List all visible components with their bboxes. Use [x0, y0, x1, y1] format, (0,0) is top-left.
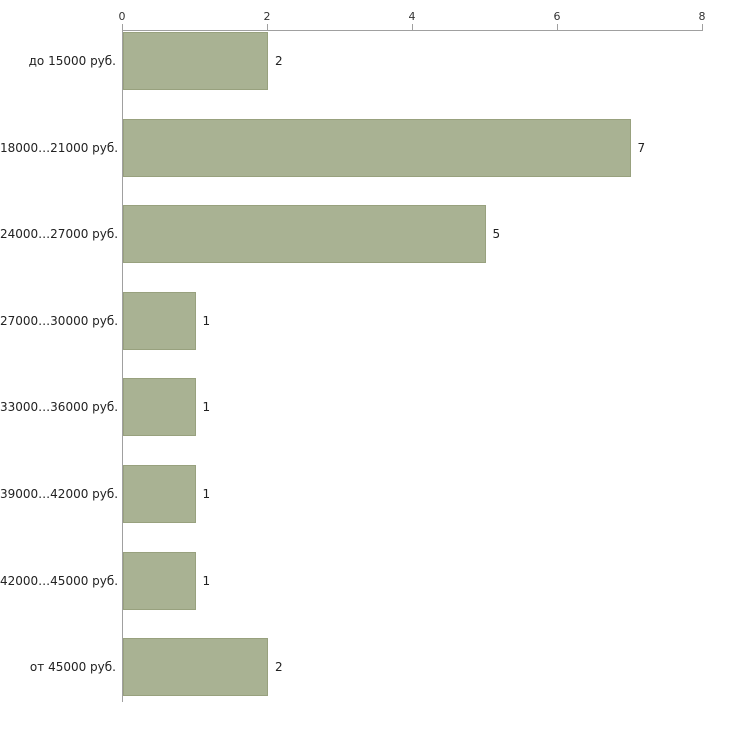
- value-label: 5: [492, 227, 501, 242]
- x-tick: [702, 24, 703, 30]
- bar: [123, 205, 486, 264]
- y-axis-line: [122, 30, 123, 702]
- category-label: 27000…30000 руб.: [0, 313, 119, 328]
- bar: [123, 291, 196, 350]
- x-tick: [122, 24, 123, 30]
- x-tick: [412, 24, 413, 30]
- category-label: до 15000 руб.: [28, 54, 116, 68]
- value-label: 1: [202, 573, 211, 588]
- value-label: 7: [637, 140, 646, 155]
- bar: [123, 32, 268, 90]
- value-label: 1: [202, 400, 211, 415]
- x-tick-label: 8: [698, 10, 706, 23]
- x-tick-label: 4: [408, 10, 416, 23]
- value-label: 2: [275, 54, 283, 68]
- value-label: 1: [202, 487, 211, 501]
- category-label: 18000…21000 руб.: [0, 140, 119, 155]
- x-tick-label: 0: [118, 10, 126, 23]
- category-label: 24000…27000 руб.: [0, 227, 119, 242]
- category-label: 42000…45000 руб.: [0, 573, 119, 588]
- bar: [123, 465, 196, 523]
- x-tick: [557, 24, 558, 30]
- bar: [123, 551, 196, 610]
- x-tick-label: 6: [553, 10, 561, 23]
- bar: [123, 378, 196, 437]
- x-tick: [267, 24, 268, 30]
- value-label: 2: [275, 660, 283, 675]
- bar: [123, 118, 631, 177]
- category-label: от 45000 руб.: [29, 660, 116, 675]
- value-label: 1: [202, 313, 211, 328]
- bar: [123, 638, 268, 697]
- category-label: 39000…42000 руб.: [0, 487, 119, 501]
- x-axis-line: [122, 30, 703, 31]
- category-label: 33000…36000 руб.: [0, 400, 119, 415]
- x-tick-label: 2: [263, 10, 271, 23]
